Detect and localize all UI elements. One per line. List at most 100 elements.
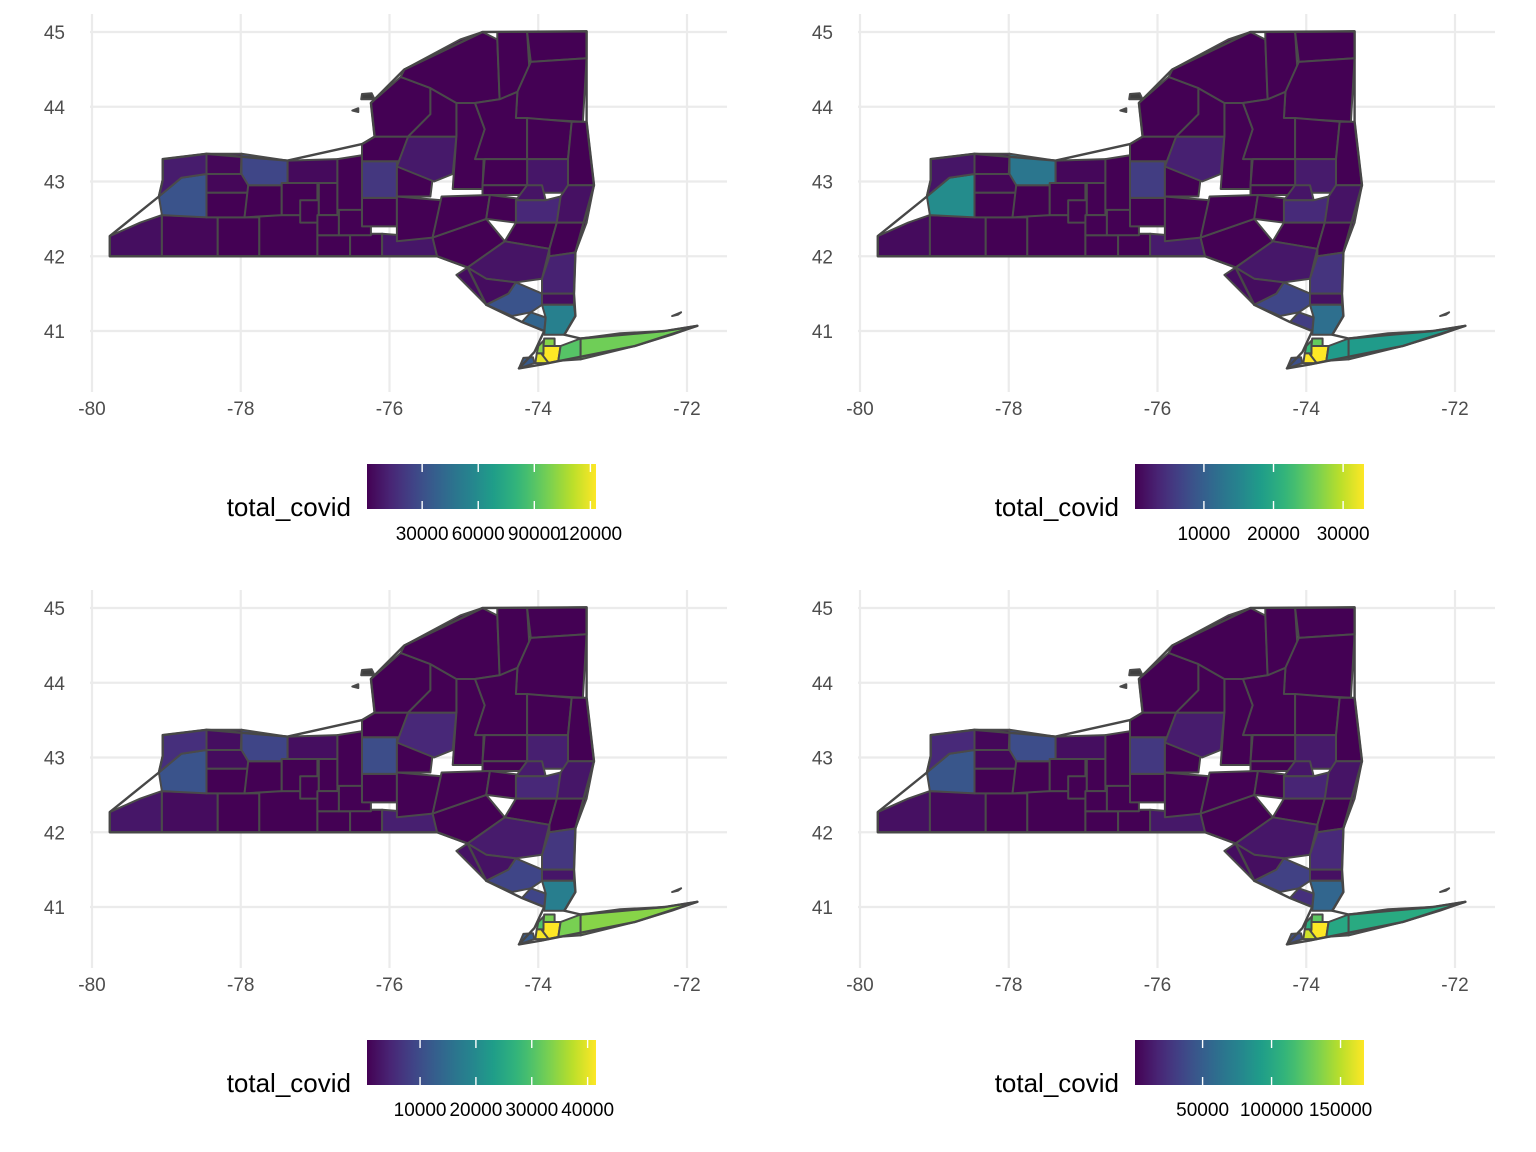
county-putnam[interactable] [1309, 292, 1343, 306]
county-tioga[interactable] [1117, 232, 1152, 258]
county-seneca[interactable] [1085, 182, 1107, 217]
county-schuyler[interactable] [1084, 790, 1108, 813]
county-onondaga[interactable] [1129, 736, 1166, 775]
county-wayne[interactable] [286, 158, 339, 184]
county-albany[interactable] [514, 771, 562, 800]
county-schuyler[interactable] [1084, 214, 1108, 237]
county-warren[interactable] [526, 693, 573, 737]
county-tioga[interactable] [349, 808, 384, 834]
county-livingston[interactable] [243, 760, 283, 795]
county-wayne[interactable] [286, 734, 339, 760]
county-wayne[interactable] [1054, 158, 1107, 184]
y-tick-label: 44 [812, 98, 834, 119]
county-bronx[interactable] [1310, 337, 1324, 347]
county-warren[interactable] [1294, 693, 1341, 737]
county-wyoming[interactable] [973, 767, 1018, 795]
county-cattaraugus[interactable] [160, 214, 219, 258]
county-rockland[interactable] [520, 311, 547, 332]
county-clinton[interactable] [1294, 30, 1356, 63]
county-albany[interactable] [1282, 771, 1330, 800]
county-allegany[interactable] [216, 216, 261, 258]
county-columbia[interactable] [1316, 797, 1356, 834]
county-clinton[interactable] [526, 606, 588, 639]
county-cortland[interactable] [361, 196, 398, 228]
county-rockland[interactable] [1288, 887, 1315, 908]
county-onondaga[interactable] [1129, 160, 1166, 199]
county-livingston[interactable] [1011, 184, 1051, 219]
county-seneca[interactable] [1085, 758, 1107, 793]
county-chemung[interactable] [316, 810, 352, 834]
county-chemung[interactable] [1084, 234, 1120, 258]
county-fulton[interactable] [1249, 734, 1297, 763]
county-rockland[interactable] [1288, 311, 1315, 332]
county-columbia[interactable] [1316, 221, 1356, 258]
county-yates[interactable] [299, 199, 320, 224]
county-bronx[interactable] [1310, 913, 1324, 923]
county-albany[interactable] [514, 195, 562, 224]
county-cattaraugus[interactable] [928, 214, 987, 258]
county-bronx[interactable] [542, 337, 556, 347]
county-chemung[interactable] [316, 234, 352, 258]
county-cayuga[interactable] [1104, 730, 1131, 787]
county-seneca[interactable] [317, 182, 339, 217]
county-tioga[interactable] [1117, 808, 1152, 834]
county-chautauqua[interactable] [108, 790, 163, 834]
county-fulton[interactable] [1249, 158, 1297, 187]
state-outline [108, 606, 699, 946]
county-wyoming[interactable] [205, 191, 250, 219]
county-allegany[interactable] [216, 792, 261, 834]
county-allegany[interactable] [984, 216, 1029, 258]
county-genesee[interactable] [973, 173, 1018, 194]
county-wyoming[interactable] [205, 767, 250, 795]
county-cortland[interactable] [1129, 196, 1166, 228]
county-cayuga[interactable] [1104, 154, 1131, 211]
county-schuyler[interactable] [316, 214, 340, 237]
county-clinton[interactable] [526, 30, 588, 63]
county-warren[interactable] [1294, 117, 1341, 161]
county-putnam[interactable] [1309, 868, 1343, 882]
county-livingston[interactable] [1011, 760, 1051, 795]
county-schuyler[interactable] [316, 790, 340, 813]
county-wayne[interactable] [1054, 734, 1107, 760]
county-chautauqua[interactable] [876, 214, 931, 258]
county-allegany[interactable] [984, 792, 1029, 834]
county-bronx[interactable] [542, 913, 556, 923]
county-layer [108, 606, 699, 946]
county-genesee[interactable] [205, 173, 250, 194]
county-putnam[interactable] [541, 868, 575, 882]
county-warren[interactable] [526, 117, 573, 161]
county-yates[interactable] [299, 775, 320, 800]
colorbar-tick-label: 90000 [508, 524, 561, 545]
county-albany[interactable] [1282, 195, 1330, 224]
county-fulton[interactable] [481, 158, 529, 187]
county-cayuga[interactable] [336, 154, 363, 211]
county-rockland[interactable] [520, 887, 547, 908]
county-cattaraugus[interactable] [160, 790, 219, 834]
county-cortland[interactable] [361, 772, 398, 804]
county-columbia[interactable] [548, 797, 588, 834]
county-livingston[interactable] [243, 184, 283, 219]
county-columbia[interactable] [548, 221, 588, 258]
county-onondaga[interactable] [361, 736, 398, 775]
x-tick-label: -74 [1293, 399, 1321, 420]
county-genesee[interactable] [973, 749, 1018, 770]
y-tick-label: 42 [812, 247, 833, 268]
county-cayuga[interactable] [336, 730, 363, 787]
county-chautauqua[interactable] [876, 790, 931, 834]
county-clinton[interactable] [1294, 606, 1356, 639]
county-genesee[interactable] [205, 749, 250, 770]
county-yates[interactable] [1067, 199, 1088, 224]
county-seneca[interactable] [317, 758, 339, 793]
y-tick-label: 44 [812, 674, 834, 695]
county-onondaga[interactable] [361, 160, 398, 199]
county-chemung[interactable] [1084, 810, 1120, 834]
county-putnam[interactable] [541, 292, 575, 306]
county-fulton[interactable] [481, 734, 529, 763]
county-chautauqua[interactable] [108, 214, 163, 258]
county-yates[interactable] [1067, 775, 1088, 800]
county-wyoming[interactable] [973, 191, 1018, 219]
county-cortland[interactable] [1129, 772, 1166, 804]
county-cattaraugus[interactable] [928, 790, 987, 834]
county-tioga[interactable] [349, 232, 384, 258]
colorbar-tick-label: 100000 [1240, 1100, 1303, 1121]
